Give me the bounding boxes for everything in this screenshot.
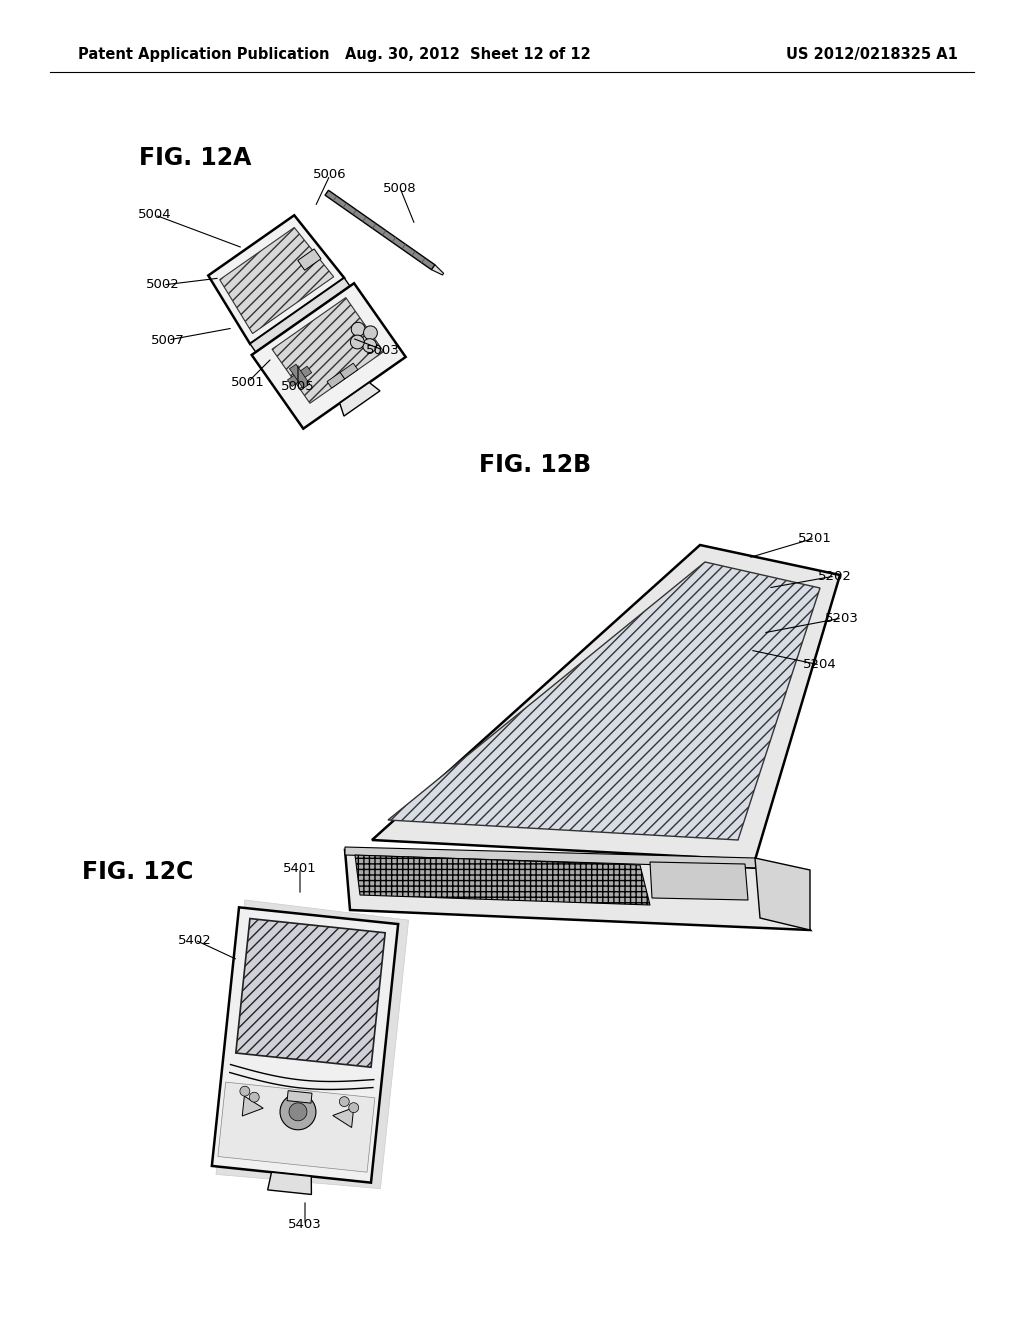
Text: 5004: 5004 [138, 209, 172, 222]
Polygon shape [220, 227, 334, 334]
Text: 5002: 5002 [146, 279, 180, 292]
Polygon shape [250, 279, 350, 352]
Polygon shape [327, 372, 345, 388]
Text: 5401: 5401 [283, 862, 316, 874]
Polygon shape [249, 1092, 259, 1102]
Polygon shape [755, 858, 810, 931]
Text: FIG. 12B: FIG. 12B [479, 453, 591, 477]
Text: 5202: 5202 [818, 569, 852, 582]
Polygon shape [372, 545, 840, 861]
Polygon shape [340, 383, 380, 416]
Text: 5402: 5402 [178, 933, 212, 946]
Polygon shape [350, 335, 365, 348]
Polygon shape [362, 339, 377, 352]
Text: Patent Application Publication: Patent Application Publication [78, 48, 330, 62]
Polygon shape [212, 907, 398, 1183]
Polygon shape [208, 215, 344, 345]
Text: 5007: 5007 [152, 334, 185, 346]
Polygon shape [650, 862, 748, 900]
Text: 5403: 5403 [288, 1218, 322, 1232]
Polygon shape [431, 265, 443, 275]
Text: 5201: 5201 [798, 532, 831, 544]
Polygon shape [339, 1097, 349, 1106]
Polygon shape [280, 1094, 315, 1130]
Text: 5006: 5006 [313, 169, 347, 181]
Text: 5003: 5003 [367, 343, 400, 356]
Polygon shape [355, 855, 650, 906]
Polygon shape [288, 366, 311, 387]
Polygon shape [290, 364, 309, 388]
Text: 5008: 5008 [383, 181, 417, 194]
Polygon shape [267, 1172, 311, 1195]
Text: FIG. 12A: FIG. 12A [139, 147, 251, 170]
Polygon shape [272, 297, 384, 404]
Polygon shape [345, 850, 810, 931]
Polygon shape [236, 919, 385, 1068]
Polygon shape [289, 1104, 307, 1121]
Polygon shape [345, 847, 760, 869]
Polygon shape [364, 326, 377, 339]
Polygon shape [340, 363, 357, 379]
Polygon shape [325, 190, 435, 269]
Polygon shape [240, 1086, 250, 1096]
Polygon shape [349, 1102, 358, 1113]
Text: US 2012/0218325 A1: US 2012/0218325 A1 [786, 48, 958, 62]
Polygon shape [333, 1107, 353, 1127]
Text: 5204: 5204 [803, 659, 837, 672]
Text: FIG. 12C: FIG. 12C [82, 861, 194, 884]
Polygon shape [252, 284, 406, 429]
Polygon shape [351, 322, 365, 337]
Text: 5005: 5005 [282, 380, 314, 393]
Polygon shape [243, 1096, 263, 1115]
Polygon shape [298, 249, 322, 271]
Text: 5001: 5001 [231, 375, 265, 388]
Polygon shape [216, 900, 409, 1189]
Text: 5203: 5203 [825, 611, 859, 624]
Polygon shape [388, 562, 820, 840]
Text: Aug. 30, 2012  Sheet 12 of 12: Aug. 30, 2012 Sheet 12 of 12 [345, 48, 591, 62]
Polygon shape [287, 1090, 312, 1104]
Polygon shape [218, 1082, 375, 1172]
